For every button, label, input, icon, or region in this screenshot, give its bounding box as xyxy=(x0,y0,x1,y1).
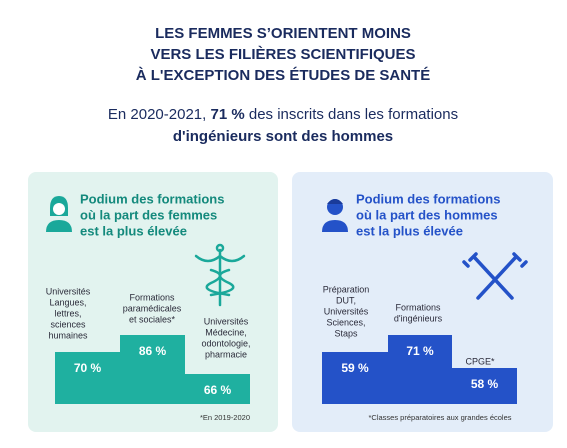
podium-label: Universités xyxy=(46,286,91,296)
podium-label: paramédicales xyxy=(123,303,182,313)
podium-label: DUT, xyxy=(336,295,356,305)
footnote: *En 2019-2020 xyxy=(200,413,250,422)
title-line: VERS LES FILIÈRES SCIENTIFIQUES xyxy=(150,46,415,63)
man-icon xyxy=(322,199,348,232)
subtitle-highlight: 71 % xyxy=(210,106,244,123)
podium-label: Préparation xyxy=(323,284,370,294)
woman-icon xyxy=(46,196,72,232)
panel-title: Podium des formations xyxy=(80,191,224,206)
podium-label: odontologie, xyxy=(201,338,250,348)
podium-label: pharmacie xyxy=(205,349,247,359)
podium-value: 59 % xyxy=(341,361,369,375)
subtitle: En 2020-2021, 71 % des inscrits dans les… xyxy=(108,106,458,123)
podium-label: d'ingénieurs xyxy=(394,313,443,323)
panel-title: est la plus élevée xyxy=(356,223,463,238)
podium-label: Médecine, xyxy=(205,327,247,337)
podium-value: 71 % xyxy=(406,344,434,358)
podium-label: Staps xyxy=(334,328,358,338)
podium-step xyxy=(322,352,388,404)
subtitle: d'ingénieurs sont des hommes xyxy=(173,128,393,145)
podium-label: Universités xyxy=(324,306,369,316)
subtitle-text: des inscrits dans les formations xyxy=(245,106,458,123)
panel-title: où la part des hommes xyxy=(356,207,498,222)
podium-value: 70 % xyxy=(74,361,102,375)
footnote: *Classes préparatoires aux grandes école… xyxy=(369,413,512,422)
podium-step xyxy=(388,335,452,404)
podium-label: sciences xyxy=(50,319,86,329)
podium-step xyxy=(120,335,185,404)
podium-label: CPGE* xyxy=(465,356,495,366)
caduceus-icon xyxy=(194,243,246,307)
subtitle-text: En 2020-2021, xyxy=(108,106,211,123)
panel-title: est la plus élevée xyxy=(80,223,187,238)
podium-label: lettres, xyxy=(54,308,81,318)
podium-label: Langues, xyxy=(49,297,86,307)
title-line: LES FEMMES S’ORIENTENT MOINS xyxy=(155,25,411,42)
podium-step xyxy=(55,352,120,404)
podium-label: Sciences, xyxy=(326,317,365,327)
panel-title: où la part des femmes xyxy=(80,207,217,222)
podium-value: 66 % xyxy=(204,383,232,397)
podium-label: Formations xyxy=(395,302,441,312)
podium-value: 86 % xyxy=(139,344,167,358)
podium-step xyxy=(452,368,517,404)
podium-label: humaines xyxy=(48,330,88,340)
podium-label: Universités xyxy=(204,316,249,326)
podium-label: et sociales* xyxy=(129,314,176,324)
panel-title: Podium des formations xyxy=(356,191,500,206)
podium-step xyxy=(185,374,250,404)
tools-icon xyxy=(462,252,528,300)
podium-value: 58 % xyxy=(471,377,499,391)
podium-label: Formations xyxy=(129,292,175,302)
title-line: À L'EXCEPTION DES ÉTUDES DE SANTÉ xyxy=(136,67,430,84)
